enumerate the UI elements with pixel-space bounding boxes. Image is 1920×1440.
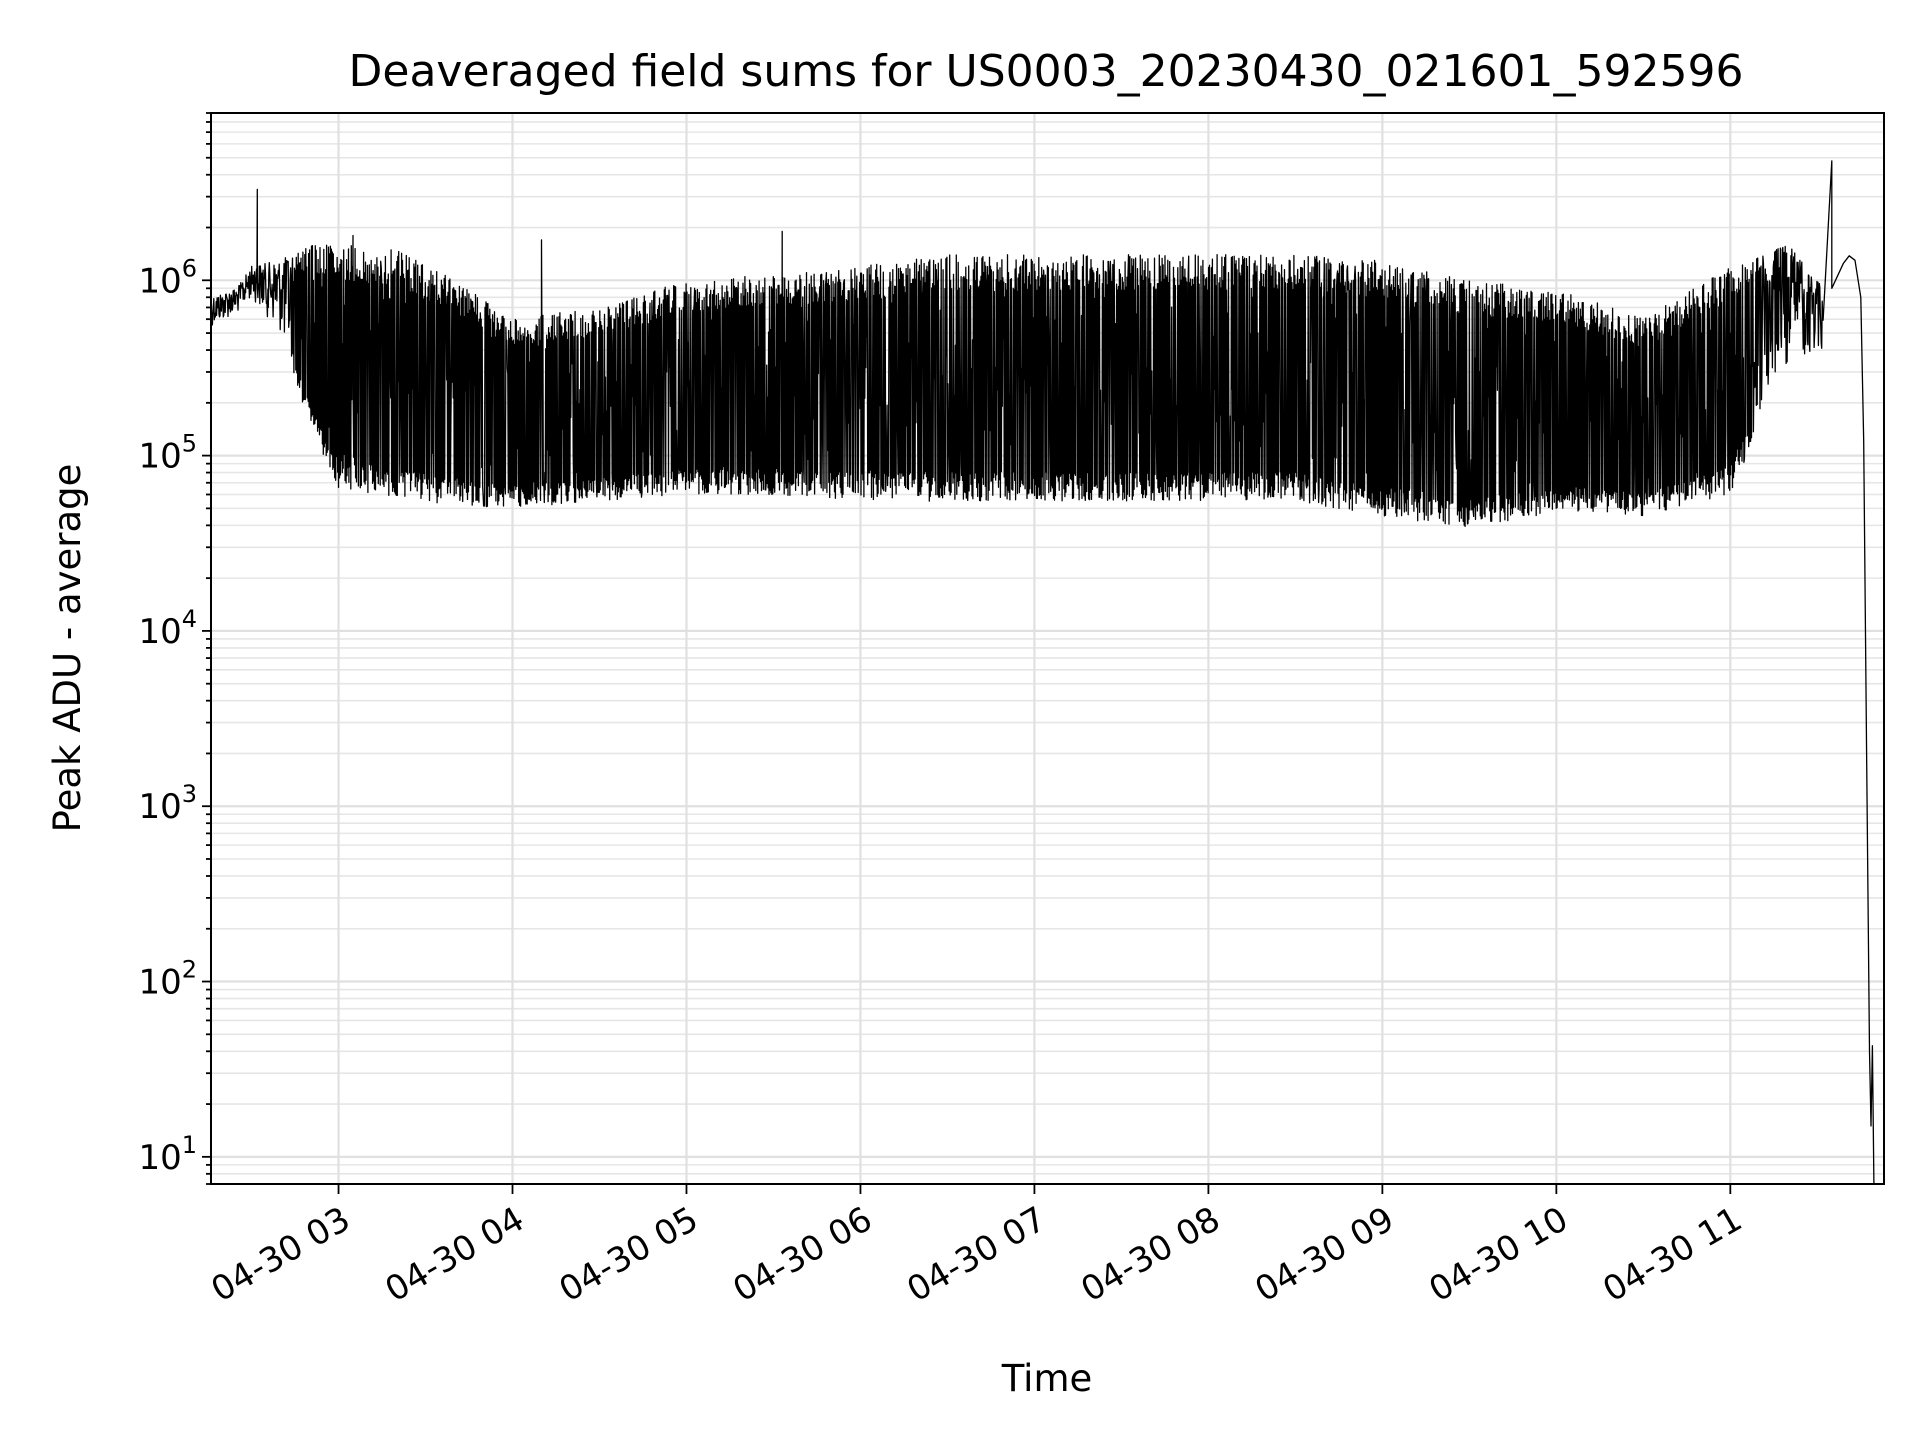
- x-axis: 04-30 03 04-30 04 04-30 05 04-30 06 04-30 07…: [205, 1184, 1749, 1310]
- x-tick-label: 04-30 06: [727, 1199, 879, 1310]
- x-tick-label: 04-30 11: [1596, 1199, 1748, 1310]
- y-tick-label: 102: [138, 956, 197, 1003]
- plot-area: [210, 160, 1875, 1185]
- y-tick-label: 103: [138, 780, 197, 827]
- x-tick-label: 04-30 03: [205, 1199, 357, 1310]
- y-tick-label: 101: [138, 1131, 197, 1178]
- x-tick-label: 04-30 08: [1075, 1199, 1227, 1310]
- y-tick-label: 104: [138, 605, 197, 652]
- x-tick-label: 04-30 04: [379, 1199, 531, 1310]
- x-tick-label: 04-30 09: [1248, 1199, 1400, 1310]
- x-tick-label: 04-30 07: [901, 1199, 1053, 1310]
- x-tick-label: 04-30 10: [1422, 1199, 1574, 1310]
- y-axis-label: Peak ADU - average: [46, 464, 89, 833]
- x-tick-label: 04-30 05: [553, 1199, 705, 1310]
- y-axis: 101 102 103 104 105 106: [138, 112, 211, 1185]
- chart-title: Deaveraged field sums for US0003_2023043…: [349, 46, 1744, 97]
- x-axis-label: Time: [1001, 1357, 1093, 1400]
- y-tick-label: 105: [138, 430, 197, 477]
- y-tick-label: 106: [138, 254, 197, 301]
- series-line: [210, 160, 1875, 1185]
